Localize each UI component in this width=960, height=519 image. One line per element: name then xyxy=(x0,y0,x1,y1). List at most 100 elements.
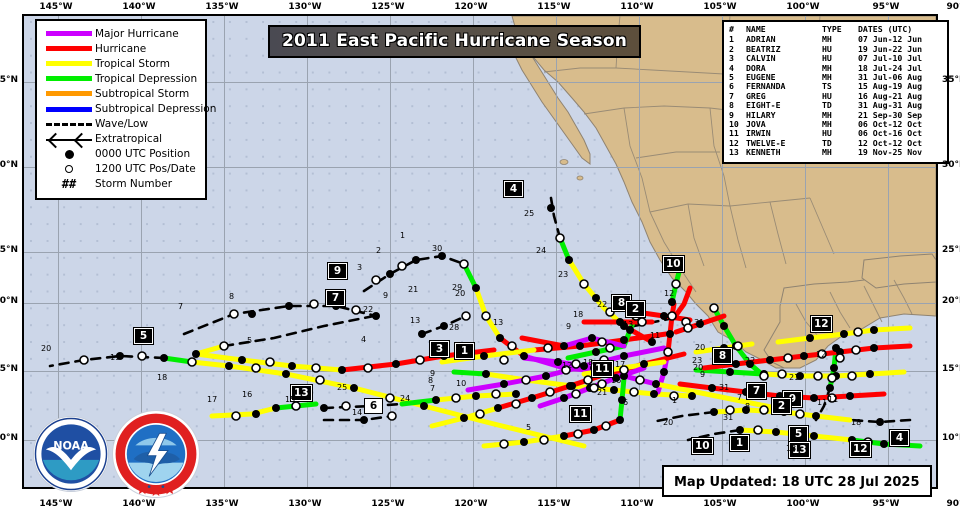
storm-number-badge: 10 xyxy=(662,255,685,273)
map-updated-box: Map Updated: 18 UTC 28 Jul 2025 xyxy=(662,465,932,497)
storm-table-row: 11 IRWIN HU 06 Oct-16 Oct xyxy=(729,128,942,139)
x-axis-label: 95°W xyxy=(872,499,900,509)
storm-table-cell: 8 xyxy=(729,100,734,111)
y-axis-label: 35°N xyxy=(0,75,18,85)
track-date-label: 12 xyxy=(562,361,573,370)
storm-summary-table: # NAME TYPE DATES (UTC) 1 ADRIAN MH 07 Jun-12 … xyxy=(722,20,949,164)
storm-number-badge: 5 xyxy=(788,425,809,443)
x-axis-label: 110°W xyxy=(620,499,654,509)
noaa-logo: NOAA xyxy=(33,416,109,492)
legend-key-open-dot xyxy=(43,162,95,177)
track-date-label: 28 xyxy=(449,323,460,332)
storm-table-cell: TWELVE-E xyxy=(746,137,786,148)
track-date-label: 3 xyxy=(357,263,363,272)
track-date-label: 13 xyxy=(623,320,634,329)
map-title-text: 2011 East Pacific Hurricane Season xyxy=(282,31,628,51)
x-axis-label-top: 105°W xyxy=(703,2,737,12)
track-date-label: 7 xyxy=(737,393,743,402)
track-date-label: 15 xyxy=(285,395,296,404)
x-axis-label: 90°W xyxy=(946,499,960,509)
x-axis-label-top: 115°W xyxy=(537,2,571,12)
legend-label: 1200 UTC Pos/Date xyxy=(95,163,196,176)
storm-table-cell: FERNANDA xyxy=(746,81,786,92)
track-date-label: 12 xyxy=(664,289,675,298)
storm-number-badge: 11 xyxy=(569,405,592,423)
track-date-label: 31 xyxy=(723,413,734,422)
national-weather-service-logo xyxy=(112,410,200,498)
legend-color-swatch xyxy=(46,61,92,67)
storm-table-cell: TD xyxy=(822,137,832,148)
storm-table-cell: MH xyxy=(822,34,832,45)
legend-row: Subtropical Storm xyxy=(43,86,199,101)
track-date-label: 20 xyxy=(41,344,52,353)
legend-row: Hurricane xyxy=(43,41,199,56)
storm-table-cell: BEATRIZ xyxy=(746,43,781,54)
filled-circle-icon xyxy=(64,149,74,159)
storm-table-cell: 16 Aug-21 Aug xyxy=(858,90,923,101)
track-date-label: 30 xyxy=(432,244,443,253)
track-date-label: 8 xyxy=(745,402,751,411)
storm-table-cell: HILARY xyxy=(746,109,776,120)
y-axis-label-right: 20°N xyxy=(942,296,960,306)
legend-key-extratropical xyxy=(43,132,95,148)
track-date-label: 22 xyxy=(363,305,374,314)
map-title-banner: 2011 East Pacific Hurricane Season xyxy=(268,25,642,58)
storm-number-badge: 7 xyxy=(746,382,767,400)
storm-table-cell: 07 Jun-12 Jun xyxy=(858,34,923,45)
track-date-label: 16 xyxy=(242,390,253,399)
legend-row: Tropical Storm xyxy=(43,56,199,71)
storm-table-cell: 12 xyxy=(729,137,739,148)
storm-number-badge: 6 xyxy=(364,398,383,414)
x-axis-label-top: 90°W xyxy=(946,2,960,12)
track-date-label: 29 xyxy=(452,283,463,292)
track-date-label: 21 xyxy=(789,373,800,382)
storm-number-badge: 1 xyxy=(729,434,750,452)
legend-row: Subtropical Depression xyxy=(43,101,216,116)
track-date-label: 17 xyxy=(615,360,626,369)
track-date-label: 7 xyxy=(178,302,184,311)
storm-table-cell: 11 xyxy=(729,128,739,139)
legend-label: Tropical Depression xyxy=(95,72,198,85)
storm-table-cell: TS xyxy=(822,81,832,92)
track-date-label: 5 xyxy=(526,423,532,432)
legend-label: Hurricane xyxy=(95,42,147,55)
x-axis-label-top: 110°W xyxy=(620,2,654,12)
position-dots-1200utc xyxy=(79,233,873,449)
x-axis-label: 115°W xyxy=(537,499,571,509)
storm-table-header-cell: DATES (UTC) xyxy=(858,24,913,34)
storm-table-cell: HU xyxy=(822,90,832,101)
storm-table-cell: 31 Jul-06 Aug xyxy=(858,72,923,83)
map-updated-text: Map Updated: 18 UTC 28 Jul 2025 xyxy=(674,475,920,490)
storm-table: # NAME TYPE DATES (UTC) 1 ADRIAN MH 07 Jun-12 … xyxy=(729,24,942,158)
storm-table-cell: 3 xyxy=(729,53,734,64)
storm-number-badge: 9 xyxy=(327,262,348,280)
y-axis-label: 25°N xyxy=(0,245,18,255)
x-axis-label: 125°W xyxy=(371,499,405,509)
open-circle-icon xyxy=(65,165,73,174)
storm-table-cell: 2 xyxy=(729,43,734,54)
storm-number-badge: 5 xyxy=(133,327,154,345)
track-date-label: 23 xyxy=(692,356,703,365)
legend-row: 1200 UTC Pos/Date xyxy=(43,162,199,177)
storm-table-cell: MH xyxy=(822,109,832,120)
storm-number-badge: 2 xyxy=(771,397,792,415)
legend-key-line xyxy=(43,56,95,71)
storm-table-row: 4 DORA MH 18 Jul-24 Jul xyxy=(729,63,942,73)
track-date-label: 31 xyxy=(694,318,705,327)
x-axis-label: 140°W xyxy=(122,499,156,509)
y-axis-label-right: 15°N xyxy=(942,364,960,374)
storm-table-cell: 19 Jun-22 Jun xyxy=(858,43,923,54)
legend-key-dashed xyxy=(43,117,95,132)
legend-key-line xyxy=(43,86,95,101)
x-axis-label-top: 120°W xyxy=(454,2,488,12)
storm-table-cell: 5 xyxy=(729,72,734,83)
yucatan-peninsula xyxy=(861,253,936,289)
track-date-label: 11 xyxy=(828,395,839,404)
storm-table-cell: MH xyxy=(822,72,832,83)
track-date-label: 11 xyxy=(650,331,661,340)
legend-key-filled-dot xyxy=(43,147,95,162)
track-storm-3 xyxy=(439,331,669,365)
track-date-label: 9 xyxy=(383,291,389,300)
storm-table-cell: HU xyxy=(822,128,832,139)
storm-table-cell: KENNETH xyxy=(746,147,781,158)
